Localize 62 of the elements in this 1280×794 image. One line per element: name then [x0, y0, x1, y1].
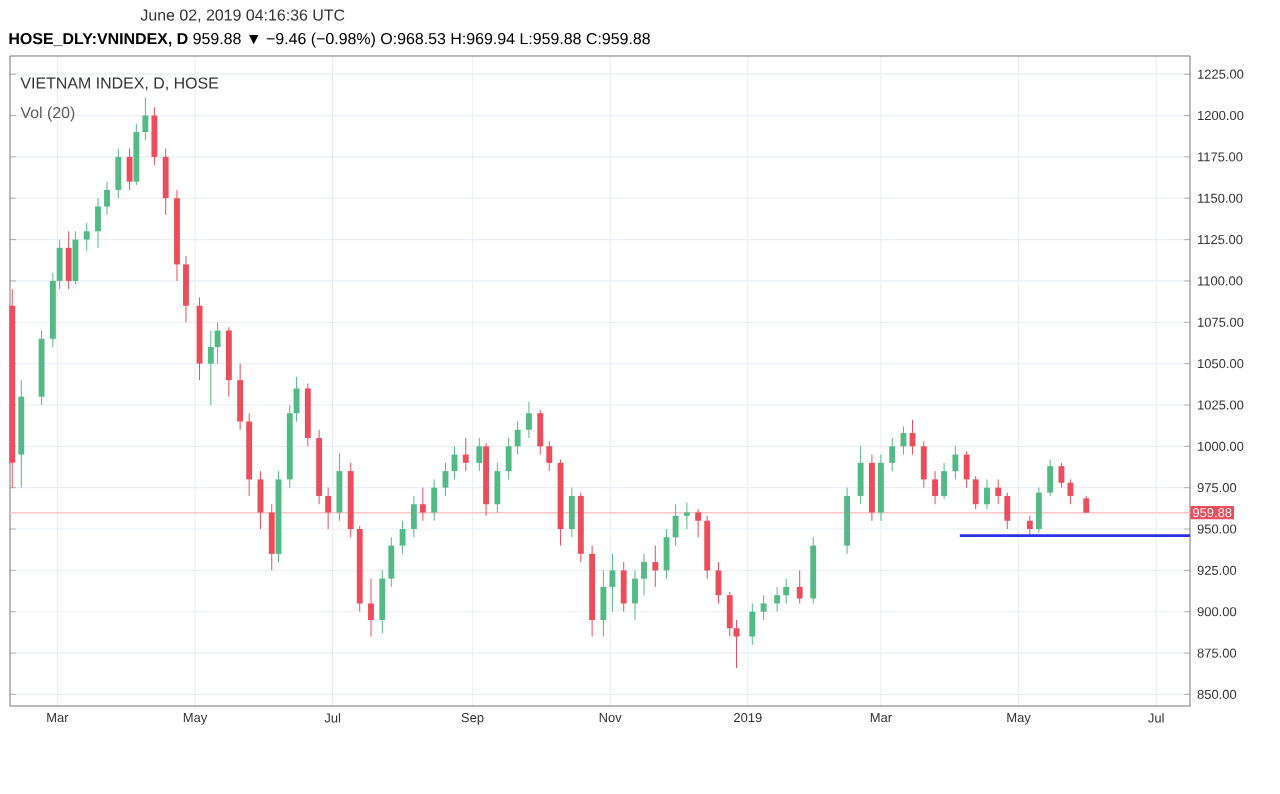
candlestick	[162, 148, 169, 216]
candlestick	[526, 401, 532, 439]
candlestick	[652, 545, 659, 588]
candlestick	[462, 437, 469, 472]
candlestick	[476, 437, 483, 472]
candlestick	[207, 330, 214, 406]
candlestick	[95, 197, 101, 249]
candlestick	[142, 96, 149, 141]
candlestick	[399, 520, 406, 555]
candlestick	[268, 503, 275, 571]
candlestick	[126, 148, 133, 191]
candlestick	[537, 409, 544, 456]
candlestick	[920, 440, 927, 489]
candlestick	[695, 508, 702, 538]
candlestick	[494, 462, 501, 513]
candlestick	[568, 487, 575, 538]
candlestick	[546, 440, 553, 472]
candlestick	[632, 569, 638, 621]
candlestick	[419, 487, 426, 522]
candlestick	[641, 553, 647, 596]
candlestick	[932, 470, 938, 505]
candlestick	[1004, 492, 1011, 530]
candlestick	[963, 450, 970, 489]
candlestick	[600, 569, 607, 638]
candlestick	[379, 569, 386, 634]
candlestick	[760, 594, 767, 621]
candlestick	[1047, 459, 1054, 497]
candlestick	[151, 106, 158, 166]
candlestick	[237, 363, 244, 431]
candlestick	[889, 437, 896, 472]
candlestick	[774, 586, 781, 613]
candlestick	[1026, 515, 1033, 537]
candlestick	[514, 421, 521, 456]
candlestick	[410, 495, 417, 538]
candlestick	[972, 475, 979, 510]
candlestick	[388, 536, 395, 588]
candlestick	[783, 578, 790, 604]
candlestick	[214, 321, 221, 365]
candlestick	[65, 230, 72, 290]
candlestick	[1035, 487, 1042, 533]
candlestick	[995, 478, 1002, 505]
candlestick	[609, 553, 616, 613]
candlestick	[984, 478, 990, 510]
candlestick	[672, 503, 679, 547]
candlestick	[941, 462, 948, 500]
candlestick	[431, 478, 438, 522]
candlestick	[857, 445, 864, 505]
candlestick	[325, 487, 332, 530]
candlestick	[620, 561, 627, 613]
candlestick	[796, 569, 803, 604]
candlestick	[183, 255, 189, 323]
candlestick	[115, 148, 122, 199]
candlestick	[83, 222, 90, 252]
candlestick	[336, 452, 343, 522]
candlestick	[663, 528, 670, 580]
candlestick	[683, 502, 690, 530]
candlestick	[368, 578, 374, 638]
candlestick	[749, 602, 756, 646]
candlestick	[104, 181, 110, 216]
candlestick	[505, 437, 512, 480]
candlestick	[952, 445, 959, 480]
candlestick	[1058, 462, 1065, 489]
